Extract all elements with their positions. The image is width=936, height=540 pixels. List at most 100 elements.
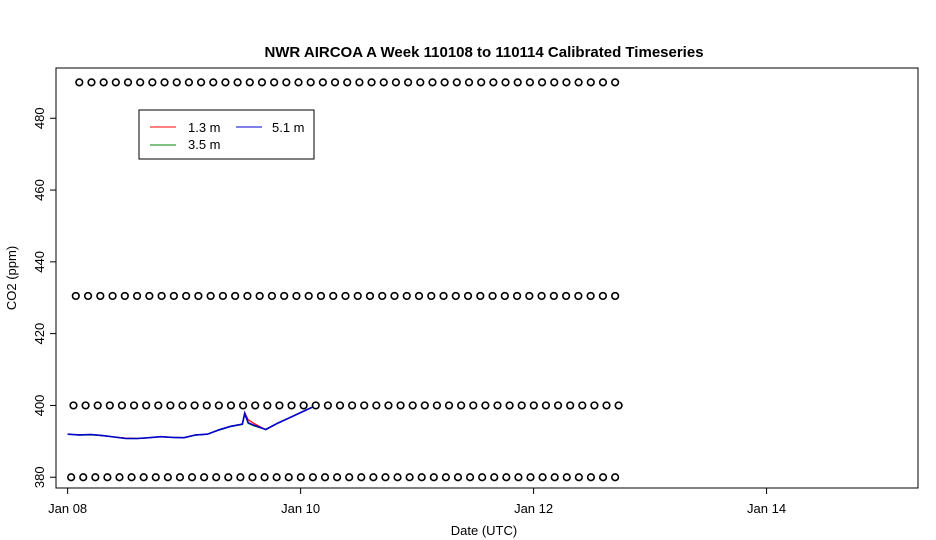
marker-point (120, 291, 129, 301)
marker-point (405, 473, 414, 482)
y-tick-label-480: 480 (32, 107, 47, 129)
marker-point (87, 78, 96, 87)
marker-point (416, 78, 425, 87)
marker-point (614, 401, 623, 410)
marker-point (469, 401, 478, 410)
marker-point (353, 291, 362, 301)
marker-point (451, 291, 460, 301)
marker-point (355, 78, 364, 87)
marker-point (611, 291, 620, 301)
marker-point (236, 473, 245, 482)
x-axis-label: Date (UTC) (451, 523, 517, 538)
marker-point (294, 78, 303, 87)
marker-point (231, 291, 240, 301)
marker-point (275, 401, 284, 410)
marker-point (525, 291, 534, 301)
marker-point (245, 78, 254, 87)
marker-point (103, 473, 112, 482)
marker-point (329, 291, 338, 301)
marker-point (550, 473, 559, 482)
marker-point (611, 78, 620, 87)
marker-point (578, 401, 587, 410)
marker-point (214, 401, 223, 410)
marker-point (332, 473, 342, 482)
marker-point (384, 401, 393, 410)
marker-point (117, 401, 127, 410)
marker-point (127, 473, 136, 482)
marker-point (260, 473, 269, 482)
marker-point (408, 401, 417, 410)
marker-point (323, 401, 332, 410)
marker-point (566, 401, 575, 410)
marker-point (111, 78, 120, 87)
marker-point (550, 78, 559, 87)
marker-point (318, 78, 327, 87)
marker-point (372, 401, 381, 410)
marker-point (163, 473, 172, 482)
marker-point (357, 473, 366, 482)
y-tick-label-400: 400 (32, 395, 47, 417)
marker-point (500, 291, 509, 301)
marker-point (345, 473, 354, 482)
marker-point (200, 473, 209, 482)
marker-point (299, 401, 308, 410)
marker-point (154, 401, 163, 410)
marker-point (512, 291, 522, 301)
marker-point (145, 291, 154, 301)
marker-point (348, 401, 357, 410)
marker-point (292, 291, 301, 301)
marker-point (525, 78, 534, 87)
marker-point (71, 291, 80, 301)
marker-point (108, 291, 117, 301)
marker-point (251, 401, 260, 410)
marker-point (187, 473, 197, 482)
marker-point (464, 78, 474, 87)
marker-point (586, 78, 595, 87)
marker-point (517, 401, 526, 410)
series-line-3-5-m (67, 406, 313, 440)
marker-point (132, 291, 142, 301)
marker-point (440, 78, 449, 87)
marker-point (83, 291, 93, 301)
marker-point (96, 291, 105, 301)
marker-point (194, 291, 203, 301)
marker-point (493, 401, 502, 410)
marker-point (67, 473, 76, 482)
marker-point (505, 401, 514, 410)
marker-point (488, 291, 497, 301)
x-tick-label-0: Jan 08 (48, 501, 87, 516)
marker-point (391, 78, 401, 87)
marker-point (224, 473, 233, 482)
y-tick-label-440: 440 (32, 251, 47, 273)
marker-point (139, 473, 148, 482)
marker-point (490, 473, 499, 482)
marker-point (513, 78, 522, 87)
marker-point (196, 78, 206, 87)
marker-point (178, 401, 187, 410)
marker-point (478, 473, 487, 482)
marker-point (136, 78, 145, 87)
marker-point (115, 473, 124, 482)
legend-label-5-1m: 5.1 m (272, 120, 305, 135)
x-axis: Jan 08 Jan 10 Jan 12 Jan 14 (48, 488, 786, 516)
marker-point (476, 291, 485, 301)
marker-point (369, 473, 378, 482)
marker-point (148, 78, 157, 87)
marker-point (562, 291, 571, 301)
x-tick-label-2: Jan 10 (281, 501, 320, 516)
marker-point (360, 401, 369, 410)
marker-point (396, 401, 405, 410)
marker-point (255, 291, 264, 301)
marker-point (432, 401, 442, 410)
marker-point (428, 78, 437, 87)
marker-point (574, 78, 583, 87)
marker-point (453, 473, 463, 482)
marker-point (320, 473, 330, 482)
marker-point (404, 78, 413, 87)
marker-point (238, 401, 248, 410)
marker-point (270, 78, 279, 87)
marker-point (444, 401, 454, 410)
marker-point (169, 291, 178, 301)
marker-point (489, 78, 498, 87)
